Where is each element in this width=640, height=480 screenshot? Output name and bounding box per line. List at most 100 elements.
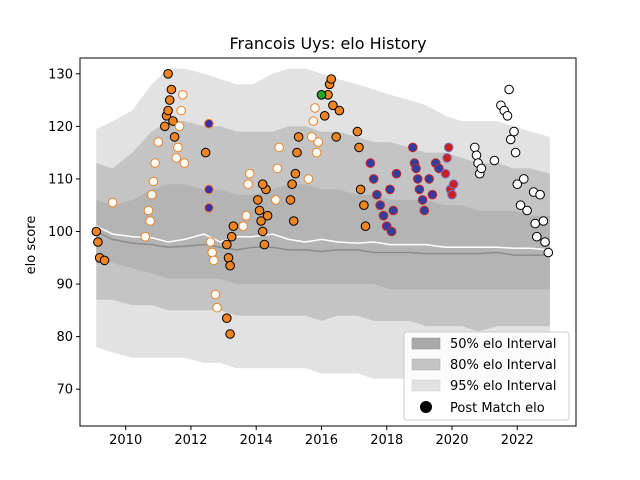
legend-label-80: 80% elo Interval [450, 358, 557, 373]
x-tick-label: 2018 [370, 433, 403, 448]
data-point [222, 239, 232, 250]
data-point [225, 260, 235, 271]
data-point [543, 247, 554, 258]
data-point [147, 189, 157, 200]
data-point [207, 247, 217, 258]
data-point [530, 218, 541, 229]
data-point [448, 179, 459, 189]
data-point [443, 142, 454, 153]
data-point [331, 132, 342, 142]
x-tick-label: 2012 [174, 433, 207, 448]
data-point [471, 150, 482, 161]
data-point [99, 255, 110, 266]
data-point [535, 189, 545, 200]
chart-title: Francois Uys: elo History [229, 34, 426, 53]
data-point [200, 147, 211, 158]
y-axis: 70 80 90 100 110 120 130 [48, 67, 80, 398]
data-point [310, 103, 320, 113]
data-point [306, 132, 317, 142]
data-point [365, 158, 376, 168]
data-point [440, 168, 451, 179]
data-point [287, 179, 297, 189]
data-point [505, 134, 516, 145]
data-point [173, 142, 183, 153]
data-point [417, 195, 428, 205]
data-point [519, 174, 529, 184]
data-point [540, 237, 550, 247]
data-point [140, 231, 151, 242]
y-tick-label: 110 [48, 172, 73, 187]
data-point [419, 205, 430, 216]
data-point [388, 205, 399, 216]
data-point [522, 205, 532, 216]
x-tick-label: 2014 [240, 433, 273, 448]
legend-swatch-95 [411, 379, 441, 392]
data-point [212, 302, 222, 313]
data-point [334, 105, 345, 116]
data-point [169, 132, 180, 142]
data-point [489, 155, 500, 166]
interval-bands [96, 68, 550, 390]
data-point [385, 184, 395, 195]
data-point [368, 174, 379, 184]
data-point [163, 105, 173, 116]
y-axis-label: elo score [24, 216, 39, 275]
data-point [238, 221, 248, 231]
data-point [223, 252, 234, 263]
data-point [352, 126, 363, 137]
data-point [311, 147, 322, 158]
data-point [290, 168, 301, 179]
data-point [150, 158, 160, 168]
data-point [210, 289, 221, 300]
y-tick-label: 120 [48, 120, 73, 135]
data-point [168, 116, 178, 126]
x-tick-label: 2016 [305, 433, 338, 448]
data-point [512, 179, 523, 189]
data-point [303, 174, 314, 184]
data-point [424, 174, 435, 184]
data-point [412, 174, 423, 184]
data-point [502, 111, 513, 121]
y-tick-label: 130 [48, 67, 73, 82]
data-point [252, 195, 263, 205]
legend-label-50: 50% elo Interval [450, 337, 557, 352]
data-point [256, 216, 266, 226]
x-axis: 2010 2012 2014 2016 2018 2020 2022 [109, 426, 534, 448]
data-point [375, 200, 386, 210]
data-point [532, 231, 542, 242]
data-point [442, 153, 452, 163]
data-point [179, 158, 190, 168]
data-point [355, 184, 366, 195]
data-point [271, 195, 281, 205]
data-point [319, 111, 330, 121]
data-point [354, 142, 364, 153]
x-tick-label: 2010 [109, 433, 142, 448]
data-point [328, 100, 338, 111]
legend-swatch-50 [411, 337, 441, 350]
x-tick-label: 2022 [501, 433, 534, 448]
data-point [174, 121, 185, 132]
data-point [274, 142, 284, 153]
data-point [434, 163, 444, 174]
data-point [386, 226, 397, 237]
data-point [244, 168, 255, 179]
mean-lines [95, 225, 550, 256]
data-point [285, 195, 296, 205]
data-point [308, 116, 319, 126]
data-point [178, 90, 188, 100]
data-point [359, 200, 369, 210]
data-point [408, 142, 418, 153]
data-point [204, 203, 214, 213]
data-point [510, 147, 521, 158]
data-point [372, 189, 382, 200]
legend-marker-post-match [420, 401, 432, 413]
data-point [243, 179, 253, 189]
mean-line-white [95, 225, 550, 251]
y-tick-label: 70 [56, 383, 73, 398]
data-point [205, 237, 216, 247]
data-point [204, 184, 214, 195]
data-point [288, 216, 299, 226]
data-point [272, 163, 283, 174]
data-point [226, 231, 237, 242]
legend-label-post-match: Post Match elo [450, 401, 545, 416]
